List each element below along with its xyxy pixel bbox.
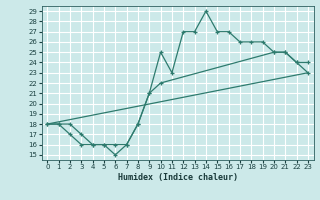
X-axis label: Humidex (Indice chaleur): Humidex (Indice chaleur) bbox=[118, 173, 237, 182]
